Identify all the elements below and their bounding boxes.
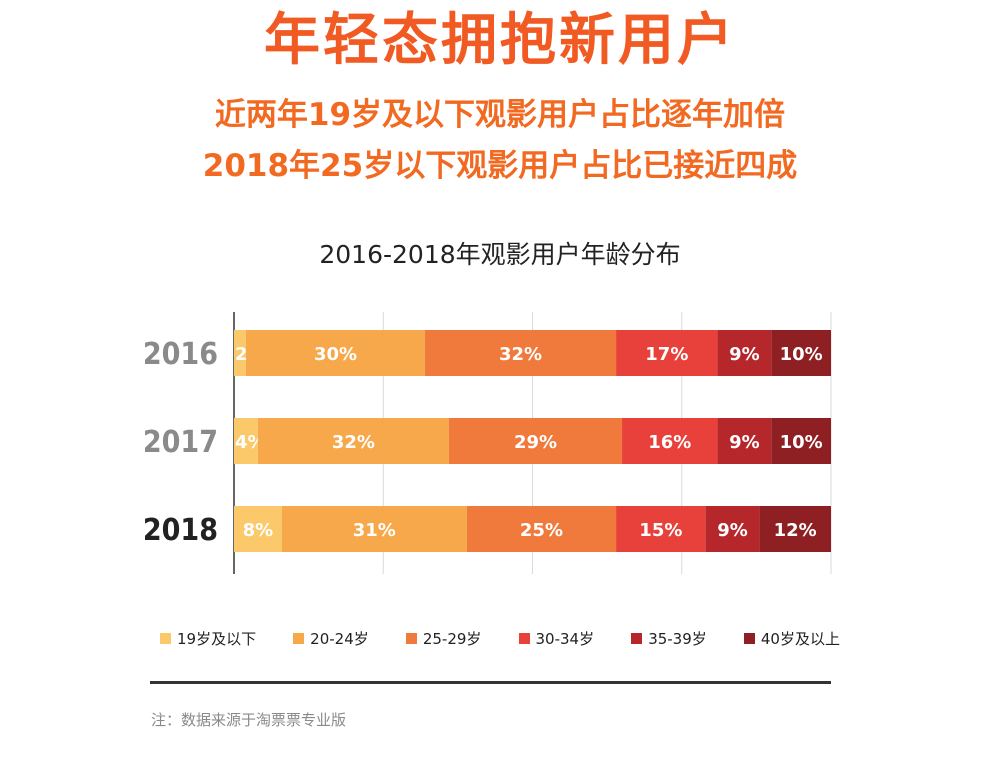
data-label: 10% <box>780 432 823 453</box>
legend-item-25-29: 25-29岁 <box>405 628 482 649</box>
bar-segment <box>234 506 282 552</box>
legend-label: 35-39岁 <box>648 629 707 648</box>
data-label: 15% <box>639 520 682 541</box>
data-label: 12% <box>774 520 817 541</box>
data-label: 16% <box>648 432 691 453</box>
bar-segment <box>616 506 706 552</box>
bar-segment <box>234 418 258 464</box>
bar-segment <box>234 330 246 376</box>
bar-segment <box>281 506 467 552</box>
legend: 19岁及以下 20-24岁 25-29岁 30-34岁 35-39岁 40岁及以… <box>160 626 840 650</box>
legend-swatch <box>293 632 305 644</box>
bar-segment <box>425 330 617 376</box>
data-label: 9% <box>717 520 748 541</box>
bar-segment <box>759 506 831 552</box>
y-tick-label: 2018 <box>143 513 218 548</box>
legend-label: 19岁及以下 <box>177 629 257 648</box>
data-label: 25% <box>520 520 563 541</box>
y-tick-label: 2017 <box>143 425 218 460</box>
data-label: 9% <box>729 344 760 365</box>
legend-label: 30-34岁 <box>535 629 595 648</box>
legend-swatch <box>631 632 643 644</box>
data-label: 17% <box>645 344 688 365</box>
bar-segment <box>705 506 760 552</box>
data-label: 29% <box>514 432 557 453</box>
data-label: 32% <box>499 344 542 365</box>
chart-title: 2016-2018年观影用户年龄分布 <box>319 240 681 269</box>
legend-item-35-39: 35-39岁 <box>631 628 707 649</box>
data-label: 30% <box>314 344 357 365</box>
bar-segment <box>245 330 426 376</box>
source-note: 注：数据来源于淘票票专业版 <box>151 711 347 729</box>
bar-segment <box>616 330 718 376</box>
data-label: 8% <box>243 520 274 541</box>
legend-item-under-19: 19岁及以下 <box>160 628 256 649</box>
bar-segment <box>466 506 617 552</box>
data-label: 31% <box>353 520 396 541</box>
bar-segment <box>622 418 718 464</box>
legend-label: 40岁及以上 <box>760 629 840 648</box>
divider <box>150 681 831 684</box>
legend-item-40-plus: 40岁及以上 <box>743 628 840 649</box>
legend-swatch <box>160 632 171 644</box>
bar-segment <box>257 418 449 464</box>
y-tick-label: 2016 <box>143 337 218 372</box>
legend-label: 20-24岁 <box>310 629 369 648</box>
legend-swatch <box>405 632 417 644</box>
subtitle-1: 近两年19岁及以下观影用户占比逐年加倍 <box>214 97 786 133</box>
legend-label: 25-29岁 <box>422 629 482 648</box>
legend-item-30-34: 30-34岁 <box>518 628 595 649</box>
bar-segment <box>448 418 623 464</box>
bar-segment <box>717 418 772 464</box>
headline: 年轻态拥抱新用户 <box>264 8 736 73</box>
bar-segment <box>717 330 772 376</box>
data-label: 10% <box>780 344 823 365</box>
bar-segment <box>771 418 831 464</box>
bar-segment <box>771 330 831 376</box>
subtitle-2: 2018年25岁以下观影用户占比已接近四成 <box>202 148 798 184</box>
legend-swatch <box>518 632 530 644</box>
legend-item-20-24: 20-24岁 <box>293 628 369 649</box>
legend-swatch <box>743 632 755 644</box>
data-label: 32% <box>332 432 375 453</box>
data-label: 9% <box>729 432 760 453</box>
